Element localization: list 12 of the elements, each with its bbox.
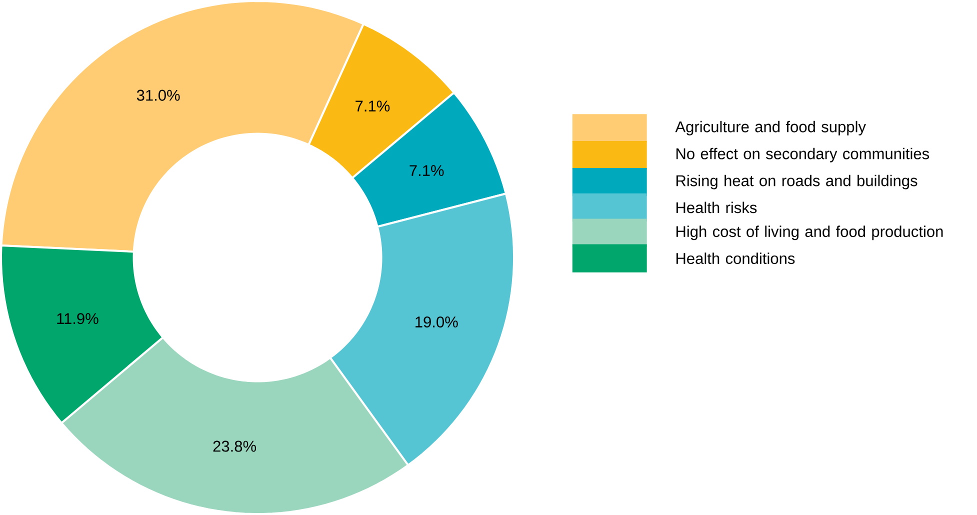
data-label: 23.8% [213, 440, 256, 452]
data-label: 7.1% [410, 165, 444, 176]
data-label: 7.1% [356, 100, 390, 112]
legend-label: Health risks [676, 202, 757, 214]
legend-label: Rising heat on roads and buildings [676, 174, 918, 190]
data-label: 19.0% [416, 316, 458, 328]
data-label: 11.9% [57, 313, 98, 324]
legend-label: Health conditions [676, 252, 795, 264]
legend-label: High cost of living and food production [676, 226, 943, 240]
legend-label: Agriculture and food supply [675, 120, 866, 136]
legend-label: No effect on secondary communities [676, 148, 930, 162]
data-label: 31.0% [136, 90, 180, 101]
